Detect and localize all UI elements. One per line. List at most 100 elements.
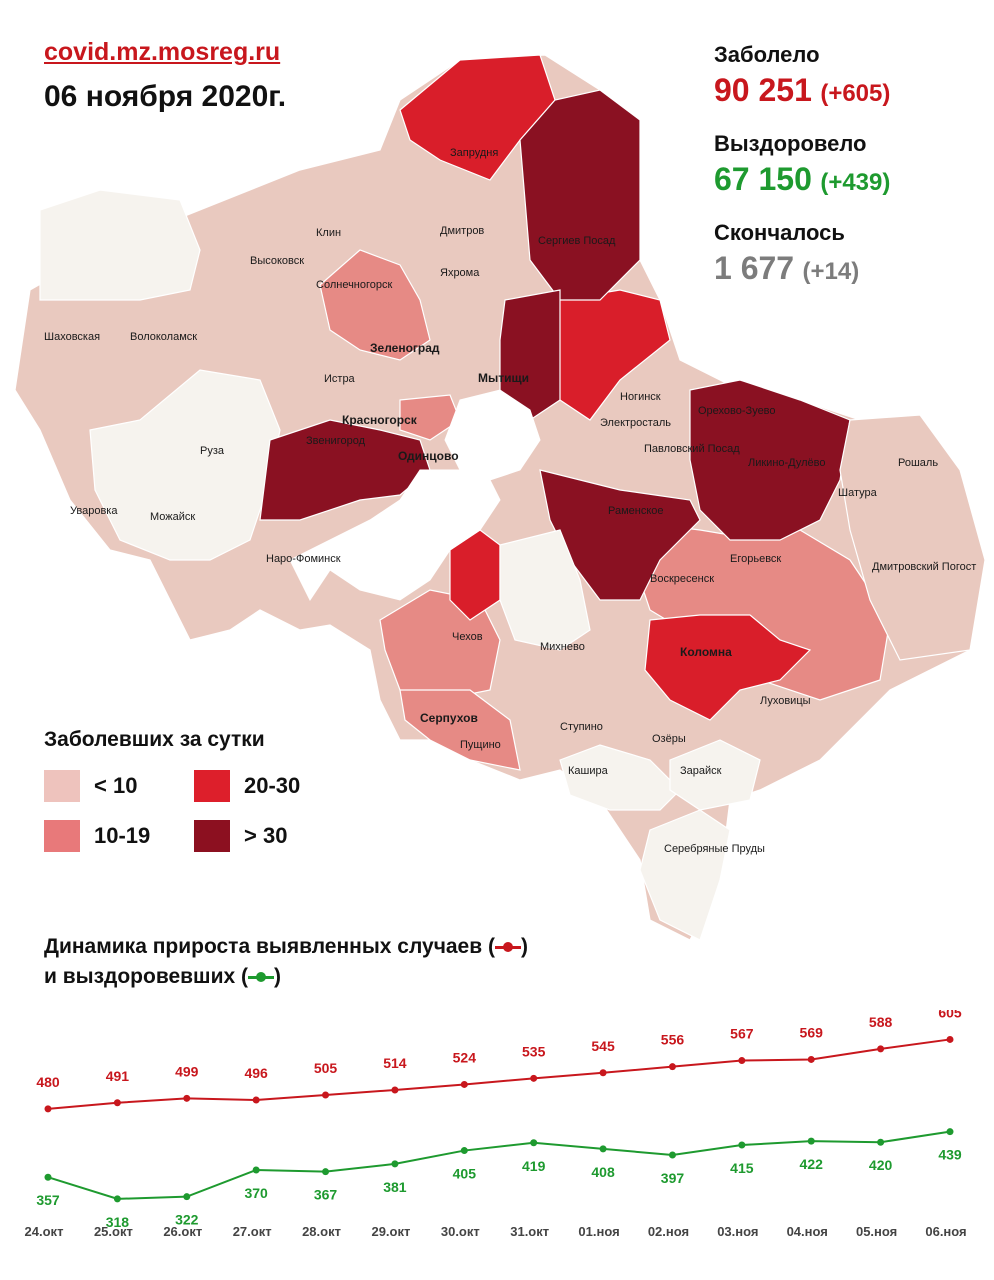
x-tick-label: 26.окт xyxy=(163,1224,202,1239)
data-label: 556 xyxy=(661,1032,685,1048)
data-point xyxy=(738,1057,746,1065)
recovered-delta: (+439) xyxy=(820,169,891,196)
data-label: 535 xyxy=(522,1043,546,1059)
legend-swatch xyxy=(194,820,230,852)
data-label: 422 xyxy=(800,1156,824,1172)
map-label-city: Михнево xyxy=(540,641,585,653)
map-label-city: Волоколамск xyxy=(130,331,197,343)
red-line-marker-icon xyxy=(494,942,521,953)
legend-item-20-30: 20-30 xyxy=(194,770,344,802)
data-label: 397 xyxy=(661,1170,685,1186)
map-label-city: Егорьевск xyxy=(730,553,781,565)
map-label-city: Высоковск xyxy=(250,255,304,267)
map-label-city: Ступино xyxy=(560,721,603,733)
x-tick-label: 27.окт xyxy=(233,1224,272,1239)
data-label: 505 xyxy=(314,1060,338,1076)
region-medium-kras xyxy=(399,394,461,441)
stats-panel: Заболело 90 251 (+605) Выздоровело 67 15… xyxy=(714,42,890,309)
data-point xyxy=(946,1035,954,1043)
data-point xyxy=(460,1080,468,1088)
region-dark-sergiev xyxy=(519,89,641,301)
legend: Заболевших за сутки < 10 20-30 10-19 > 3… xyxy=(44,728,344,852)
died-value: 1 677 xyxy=(714,250,795,286)
map-label-city: Серебряные Пруды xyxy=(664,843,765,855)
region-red-kolomna xyxy=(644,614,812,721)
x-tick-label: 05.ноя xyxy=(856,1224,897,1239)
data-point xyxy=(44,1173,52,1181)
data-label: 357 xyxy=(36,1192,60,1208)
legend-item-lt10: < 10 xyxy=(44,770,194,802)
data-label: 496 xyxy=(244,1065,268,1081)
data-label: 524 xyxy=(453,1049,477,1065)
map-label-city: Шаховская xyxy=(44,331,100,343)
data-point xyxy=(599,1145,607,1153)
map-label-city: Клин xyxy=(316,227,341,239)
data-point xyxy=(877,1045,885,1053)
x-tick-label: 29.окт xyxy=(371,1224,410,1239)
data-label: 569 xyxy=(800,1024,824,1040)
map-label-city: Мытищи xyxy=(478,371,529,385)
dynamics-title-line2: и выздоровевших ( xyxy=(44,965,248,988)
data-label: 588 xyxy=(869,1014,893,1030)
data-label: 367 xyxy=(314,1187,338,1203)
map-label-city: Озёры xyxy=(652,733,686,745)
data-label: 322 xyxy=(175,1212,199,1228)
x-tick-label: 31.окт xyxy=(510,1224,549,1239)
data-point xyxy=(807,1055,815,1063)
data-point xyxy=(183,1193,191,1201)
legend-swatch xyxy=(44,770,80,802)
region-white-zaraysk xyxy=(669,739,761,811)
region-white-west xyxy=(39,189,201,301)
map-label-city: Шатура xyxy=(838,487,878,499)
legend-title: Заболевших за сутки xyxy=(44,728,265,751)
map-label-city: Дмитров xyxy=(440,225,484,237)
region-white-kashira xyxy=(559,744,681,811)
died-delta: (+14) xyxy=(802,258,860,285)
map-label-city: Яхрома xyxy=(440,267,480,279)
data-point xyxy=(738,1141,746,1149)
map-label-city: Ногинск xyxy=(620,391,661,403)
map-label-city: Чехов xyxy=(452,631,483,643)
data-label: 415 xyxy=(730,1160,754,1176)
data-point xyxy=(530,1139,538,1147)
map-label-city: Воскресенск xyxy=(650,573,714,585)
legend-label: > 30 xyxy=(244,823,288,848)
recovered-label: Выздоровело xyxy=(714,131,867,156)
data-point xyxy=(946,1128,954,1136)
map-label-city: Орехово-Зуево xyxy=(698,405,776,417)
data-label: 439 xyxy=(938,1147,962,1163)
data-point xyxy=(322,1091,330,1099)
x-tick-label: 28.окт xyxy=(302,1224,341,1239)
data-point xyxy=(252,1166,260,1174)
data-point xyxy=(877,1138,885,1146)
region-white-mikhnevo xyxy=(499,529,591,651)
x-tick-label: 06.ноя xyxy=(925,1224,966,1239)
source-link[interactable]: covid.mz.mosreg.ru xyxy=(44,38,281,66)
map-label-city: Пущино xyxy=(460,739,501,751)
x-tick-label: 30.окт xyxy=(441,1224,480,1239)
x-tick-label: 24.окт xyxy=(25,1224,64,1239)
green-line-marker-icon xyxy=(247,972,274,983)
recovered-row: 67 150 (+439) xyxy=(714,161,890,198)
data-label: 567 xyxy=(730,1026,754,1042)
data-label: 605 xyxy=(938,1010,962,1020)
map-label-city: Коломна xyxy=(680,645,732,659)
data-label: 491 xyxy=(106,1068,130,1084)
map-label-city: Руза xyxy=(200,445,225,457)
data-label: 545 xyxy=(591,1038,615,1054)
x-tick-label: 01.ноя xyxy=(578,1224,619,1239)
dynamics-title-line1: Динамика прироста выявленных случаев ( xyxy=(44,935,495,958)
map-label-city: Электросталь xyxy=(600,417,671,429)
region-medium-serpukhov xyxy=(399,689,521,771)
region-dark-orekhovo xyxy=(689,379,851,541)
recovered-value: 67 150 xyxy=(714,161,812,197)
data-label: 405 xyxy=(453,1166,477,1182)
report-date: 06 ноября 2020г. xyxy=(44,80,287,113)
map-label-city: Можайск xyxy=(150,511,195,523)
map-label-city: Сергиев Посад xyxy=(538,235,616,247)
map-label-city: Запрудня xyxy=(450,147,498,159)
map-label-city: Павловский Посад xyxy=(644,443,740,455)
data-point xyxy=(668,1063,676,1071)
x-tick-label: 03.ноя xyxy=(717,1224,758,1239)
region-white-serebr xyxy=(639,809,731,941)
